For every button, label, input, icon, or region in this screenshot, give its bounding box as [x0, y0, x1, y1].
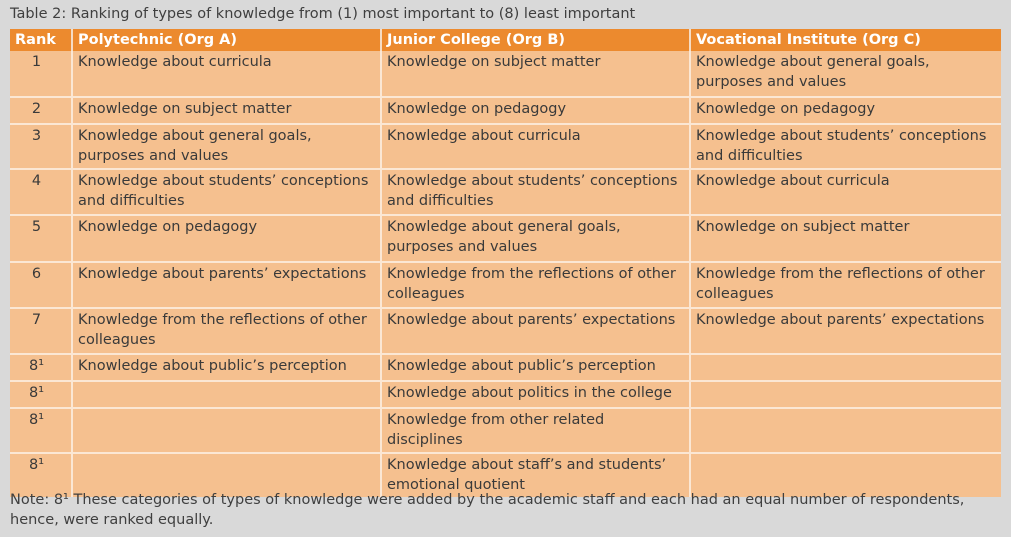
org-b-cell: Knowledge about curricula	[381, 123, 691, 169]
header-org-a: Polytechnic (Org A)	[72, 29, 382, 51]
org-b-cell: Knowledge about staff’s and students’ em…	[381, 452, 691, 497]
org-c-cell: Knowledge about curricula	[690, 168, 1001, 215]
rank-cell: 7	[10, 307, 73, 354]
header-rank: Rank	[10, 29, 73, 51]
org-c-cell	[690, 407, 1001, 453]
org-c-cell: Knowledge about students’ conceptions an…	[690, 123, 1001, 169]
header-org-b: Junior College (Org B)	[381, 29, 691, 51]
org-b-cell: Knowledge about parents’ expectations	[381, 307, 691, 354]
rank-cell: 4	[10, 168, 73, 215]
table-header-row: Rank Polytechnic (Org A) Junior College …	[10, 29, 1001, 51]
table-row: 8¹ Knowledge about politics in the colle…	[10, 380, 1001, 408]
org-c-cell	[690, 452, 1001, 497]
org-c-cell: Knowledge about parents’ expectations	[690, 307, 1001, 354]
org-c-cell: Knowledge on pedagogy	[690, 96, 1001, 124]
rank-cell: 8¹	[10, 380, 73, 408]
org-c-cell: Knowledge from the reflections of other …	[690, 261, 1001, 308]
header-org-c: Vocational Institute (Org C)	[690, 29, 1001, 51]
org-a-cell: Knowledge about public’s perception	[72, 353, 382, 381]
org-a-cell	[72, 407, 382, 453]
org-a-cell	[72, 452, 382, 497]
org-b-cell: Knowledge about public’s perception	[381, 353, 691, 381]
org-a-cell: Knowledge about parents’ expectations	[72, 261, 382, 308]
org-c-cell: Knowledge on subject matter	[690, 214, 1001, 262]
org-b-cell: Knowledge on subject matter	[381, 51, 691, 97]
table-row: 7 Knowledge from the reflections of othe…	[10, 307, 1001, 354]
org-a-cell: Knowledge on subject matter	[72, 96, 382, 124]
table-caption: Table 2: Ranking of types of knowledge f…	[10, 6, 636, 22]
table-row: 8¹ Knowledge about public’s perception K…	[10, 353, 1001, 381]
rank-cell: 3	[10, 123, 73, 169]
table-row: 8¹ Knowledge about staff’s and students’…	[10, 452, 1001, 497]
rank-cell: 2	[10, 96, 73, 124]
rank-cell: 8¹	[10, 353, 73, 381]
rank-cell: 8¹	[10, 407, 73, 453]
table-row: 8¹ Knowledge from other related discipli…	[10, 407, 1001, 453]
org-c-cell: Knowledge about general goals, purposes …	[690, 51, 1001, 97]
table-row: 5 Knowledge on pedagogy Knowledge about …	[10, 214, 1001, 262]
org-a-cell: Knowledge from the reflections of other …	[72, 307, 382, 354]
table-row: 6 Knowledge about parents’ expectations …	[10, 261, 1001, 308]
org-a-cell: Knowledge about students’ conceptions an…	[72, 168, 382, 215]
org-a-cell: Knowledge on pedagogy	[72, 214, 382, 262]
org-a-cell: Knowledge about curricula	[72, 51, 382, 97]
rank-cell: 6	[10, 261, 73, 308]
org-b-cell: Knowledge from other related disciplines	[381, 407, 691, 453]
table-row: 2 Knowledge on subject matter Knowledge …	[10, 96, 1001, 124]
org-b-cell: Knowledge on pedagogy	[381, 96, 691, 124]
rank-cell: 5	[10, 214, 73, 262]
table-note: Note: 8¹ These categories of types of kn…	[10, 492, 965, 528]
org-b-cell: Knowledge about general goals, purposes …	[381, 214, 691, 262]
rank-cell: 8¹	[10, 452, 73, 497]
org-a-cell: Knowledge about general goals, purposes …	[72, 123, 382, 169]
table-row: 1 Knowledge about curricula Knowledge on…	[10, 51, 1001, 97]
table-row: 4 Knowledge about students’ conceptions …	[10, 168, 1001, 215]
org-c-cell	[690, 353, 1001, 381]
knowledge-ranking-table: Rank Polytechnic (Org A) Junior College …	[10, 29, 1001, 497]
org-b-cell: Knowledge about politics in the college	[381, 380, 691, 408]
org-b-cell: Knowledge about students’ conceptions an…	[381, 168, 691, 215]
table-row: 3 Knowledge about general goals, purpose…	[10, 123, 1001, 169]
org-a-cell	[72, 380, 382, 408]
org-b-cell: Knowledge from the reflections of other …	[381, 261, 691, 308]
org-c-cell	[690, 380, 1001, 408]
rank-cell: 1	[10, 51, 73, 97]
